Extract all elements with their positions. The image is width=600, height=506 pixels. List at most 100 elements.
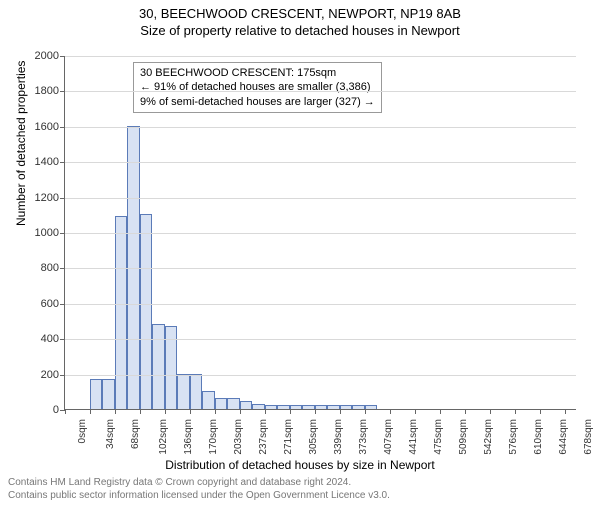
y-tick-label: 800 <box>41 262 59 274</box>
bar <box>240 401 252 409</box>
annotation-box: 30 BEECHWOOD CRESCENT: 175sqm← 91% of de… <box>133 62 382 113</box>
bar <box>190 374 202 409</box>
annotation-line: ← 91% of detached houses are smaller (3,… <box>140 80 375 94</box>
grid-line <box>65 304 576 305</box>
y-tick-mark <box>60 91 65 92</box>
annotation-line: 9% of semi-detached houses are larger (3… <box>140 95 375 109</box>
y-tick-label: 200 <box>41 369 59 381</box>
x-tick-mark <box>190 409 191 414</box>
x-tick-mark <box>365 409 366 414</box>
y-tick-mark <box>60 162 65 163</box>
x-tick-label: 170sqm <box>208 419 219 455</box>
page-subtitle: Size of property relative to detached ho… <box>0 23 600 38</box>
x-tick-mark <box>465 409 466 414</box>
bar <box>102 379 114 409</box>
bar <box>177 374 189 409</box>
y-tick-label: 0 <box>53 404 59 416</box>
x-tick-label: 610sqm <box>532 419 543 455</box>
bar <box>302 405 314 409</box>
y-tick-label: 600 <box>41 298 59 310</box>
x-tick-mark <box>565 409 566 414</box>
grid-line <box>65 375 576 376</box>
x-axis-label: Distribution of detached houses by size … <box>0 458 600 472</box>
y-tick-mark <box>60 233 65 234</box>
bar <box>152 324 164 409</box>
x-tick-mark <box>415 409 416 414</box>
x-tick-label: 509sqm <box>457 419 468 455</box>
bar <box>290 405 302 409</box>
bar <box>252 404 264 409</box>
x-tick-mark <box>215 409 216 414</box>
footer-line-2: Contains public sector information licen… <box>8 490 390 503</box>
x-tick-mark <box>90 409 91 414</box>
bar <box>227 398 239 409</box>
x-tick-mark <box>240 409 241 414</box>
y-tick-label: 1000 <box>35 227 59 239</box>
x-tick-label: 305sqm <box>308 419 319 455</box>
y-tick-label: 400 <box>41 333 59 345</box>
bar <box>340 405 352 409</box>
x-tick-label: 373sqm <box>358 419 369 455</box>
bar <box>327 405 339 409</box>
grid-line <box>65 127 576 128</box>
x-tick-label: 237sqm <box>258 419 269 455</box>
y-tick-mark <box>60 375 65 376</box>
bar <box>202 391 214 409</box>
y-tick-mark <box>60 268 65 269</box>
y-tick-mark <box>60 198 65 199</box>
y-tick-mark <box>60 56 65 57</box>
grid-line <box>65 198 576 199</box>
y-tick-mark <box>60 304 65 305</box>
plot-area: 30 BEECHWOOD CRESCENT: 175sqm← 91% of de… <box>64 56 576 410</box>
x-tick-mark <box>440 409 441 414</box>
annotation-line: 30 BEECHWOOD CRESCENT: 175sqm <box>140 66 375 80</box>
x-tick-mark <box>140 409 141 414</box>
x-tick-label: 271sqm <box>283 419 294 455</box>
bar <box>365 405 377 409</box>
x-tick-mark <box>65 409 66 414</box>
bar <box>140 214 152 409</box>
x-tick-label: 339sqm <box>333 419 344 455</box>
x-tick-label: 34sqm <box>105 419 116 449</box>
x-tick-label: 102sqm <box>158 419 169 455</box>
x-tick-mark <box>490 409 491 414</box>
x-tick-mark <box>390 409 391 414</box>
x-tick-label: 136sqm <box>183 419 194 455</box>
x-tick-label: 203sqm <box>233 419 244 455</box>
x-tick-label: 475sqm <box>432 419 443 455</box>
grid-line <box>65 56 576 57</box>
x-tick-label: 407sqm <box>382 419 393 455</box>
bar <box>352 405 364 409</box>
footer-attribution: Contains HM Land Registry data © Crown c… <box>8 477 390 502</box>
grid-line <box>65 91 576 92</box>
y-axis-label: Number of detached properties <box>14 61 28 226</box>
x-tick-label: 576sqm <box>507 419 518 455</box>
grid-line <box>65 268 576 269</box>
x-tick-label: 0sqm <box>77 419 88 443</box>
footer-line-1: Contains HM Land Registry data © Crown c… <box>8 477 390 490</box>
x-tick-mark <box>515 409 516 414</box>
grid-line <box>65 233 576 234</box>
bar <box>315 405 327 409</box>
x-tick-label: 441sqm <box>407 419 418 455</box>
x-tick-mark <box>115 409 116 414</box>
chart-container: 30 BEECHWOOD CRESCENT: 175sqm← 91% of de… <box>64 56 576 432</box>
grid-line <box>65 162 576 163</box>
y-tick-mark <box>60 339 65 340</box>
bar <box>265 405 277 409</box>
x-tick-label: 644sqm <box>557 419 568 455</box>
y-tick-label: 1600 <box>35 121 59 133</box>
x-tick-mark <box>165 409 166 414</box>
x-tick-label: 678sqm <box>582 419 593 455</box>
bar <box>277 405 289 409</box>
grid-line <box>65 339 576 340</box>
y-tick-mark <box>60 127 65 128</box>
y-tick-label: 1400 <box>35 156 59 168</box>
y-tick-label: 1200 <box>35 192 59 204</box>
x-tick-mark <box>265 409 266 414</box>
bar <box>90 379 102 409</box>
x-tick-mark <box>340 409 341 414</box>
x-tick-label: 542sqm <box>482 419 493 455</box>
bar <box>215 398 227 409</box>
bar <box>115 216 127 409</box>
